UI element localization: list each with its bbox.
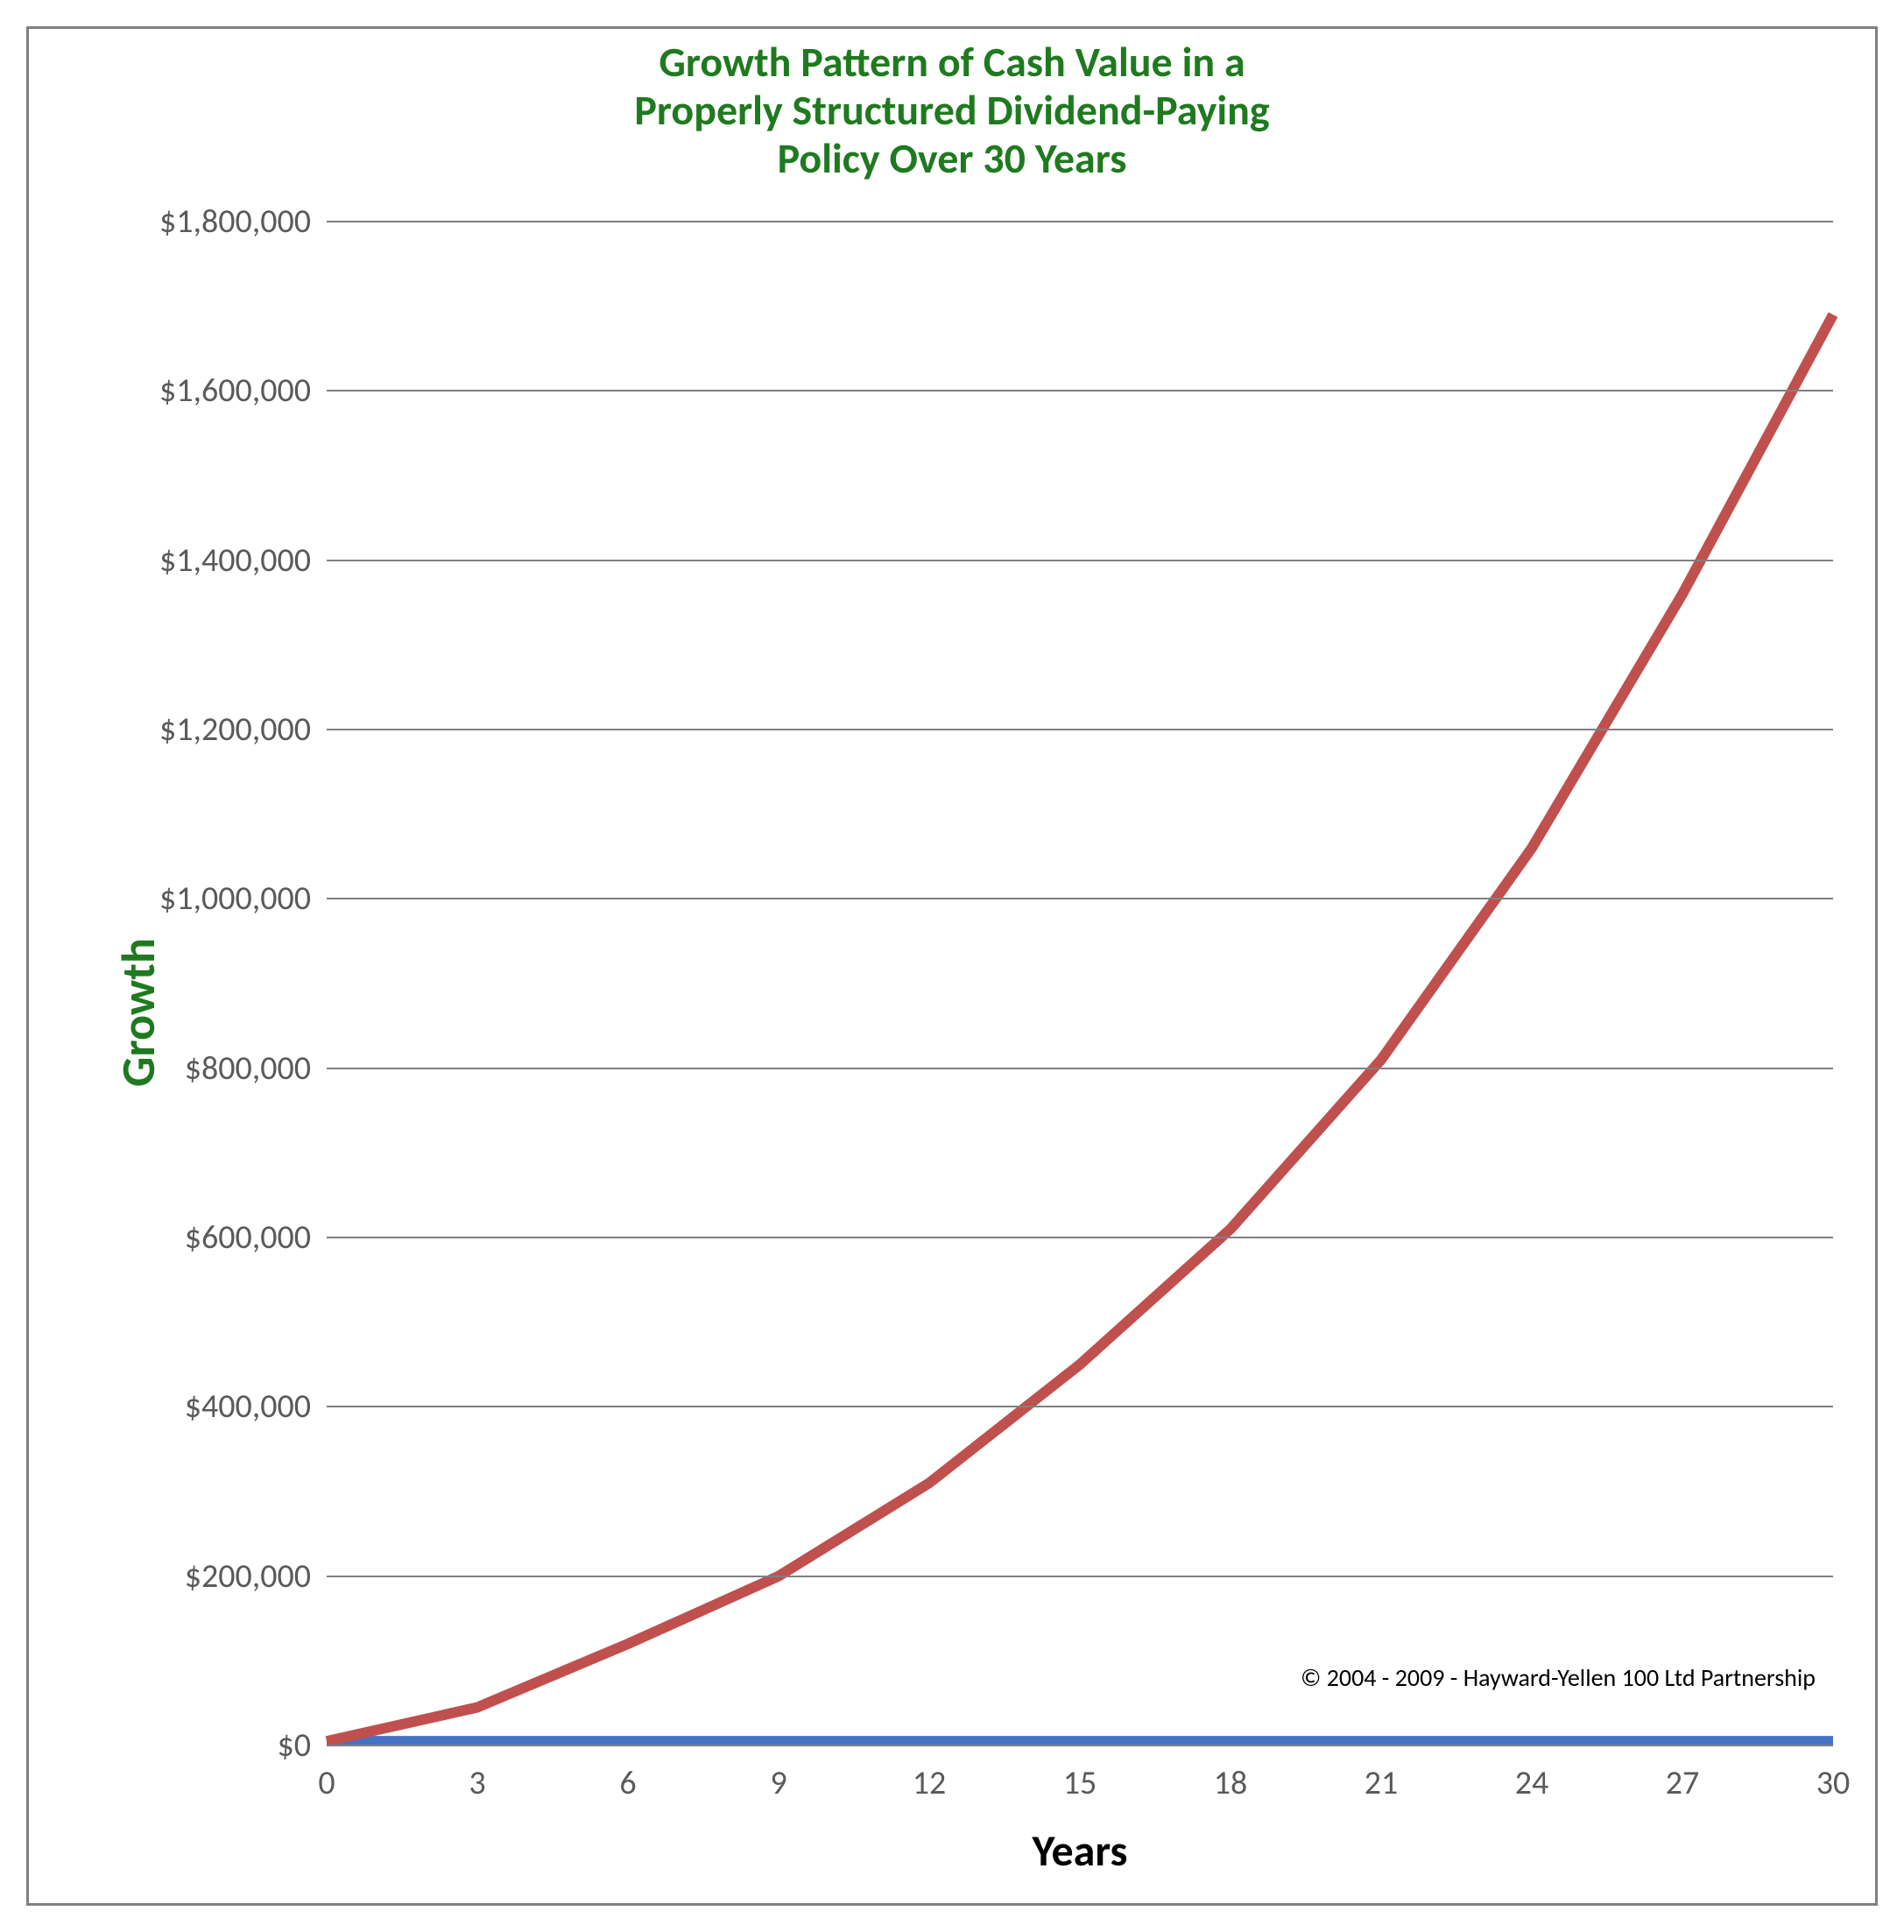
x-axis-title: Years xyxy=(327,1824,1833,1878)
chart-title-line: Growth Pattern of Cash Value in a xyxy=(29,38,1875,86)
chart-title-line: Properly Structured Dividend-Paying xyxy=(29,86,1875,134)
chart-title-line: Policy Over 30 Years xyxy=(29,134,1875,182)
x-tick-label: 3 xyxy=(469,1745,485,1803)
y-gridline xyxy=(327,729,1833,730)
y-gridline xyxy=(327,1406,1833,1407)
y-gridline xyxy=(327,221,1833,222)
series-cash-value xyxy=(327,314,1833,1741)
chart-title: Growth Pattern of Cash Value in aProperl… xyxy=(29,38,1875,183)
x-tick-label: 27 xyxy=(1666,1745,1700,1803)
chart-border: Growth Pattern of Cash Value in aProperl… xyxy=(26,26,1878,1906)
plot-area: © 2004 - 2009 - Hayward-Yellen 100 Ltd P… xyxy=(327,222,1833,1745)
y-gridline xyxy=(327,898,1833,899)
y-axis-title: Growth xyxy=(109,938,167,1087)
y-tick-label: $200,000 xyxy=(185,1556,327,1597)
y-tick-label: $1,000,000 xyxy=(159,878,327,919)
y-gridline xyxy=(327,1576,1833,1577)
x-tick-label: 15 xyxy=(1063,1745,1097,1803)
y-tick-label: $800,000 xyxy=(185,1048,327,1089)
y-gridline xyxy=(327,390,1833,391)
x-tick-label: 9 xyxy=(770,1745,786,1803)
y-gridline xyxy=(327,1237,1833,1238)
copyright-text: © 2004 - 2009 - Hayward-Yellen 100 Ltd P… xyxy=(1301,1662,1816,1693)
x-tick-label: 18 xyxy=(1214,1745,1248,1803)
x-tick-label: 21 xyxy=(1365,1745,1399,1803)
x-tick-label: 24 xyxy=(1515,1745,1549,1803)
chart-series xyxy=(327,222,1833,1745)
chart-container: Growth Pattern of Cash Value in aProperl… xyxy=(0,0,1904,1932)
x-tick-label: 12 xyxy=(913,1745,947,1803)
y-tick-label: $1,600,000 xyxy=(159,370,327,411)
y-tick-label: $1,200,000 xyxy=(159,709,327,750)
x-tick-label: 30 xyxy=(1816,1745,1851,1803)
y-gridline xyxy=(327,560,1833,561)
x-tick-label: 6 xyxy=(619,1745,636,1803)
y-tick-label: $1,800,000 xyxy=(159,201,327,242)
y-gridline xyxy=(327,1068,1833,1069)
y-tick-label: $400,000 xyxy=(185,1386,327,1427)
y-tick-label: $600,000 xyxy=(185,1217,327,1258)
y-tick-label: $1,400,000 xyxy=(159,540,327,581)
x-tick-label: 0 xyxy=(318,1745,335,1803)
